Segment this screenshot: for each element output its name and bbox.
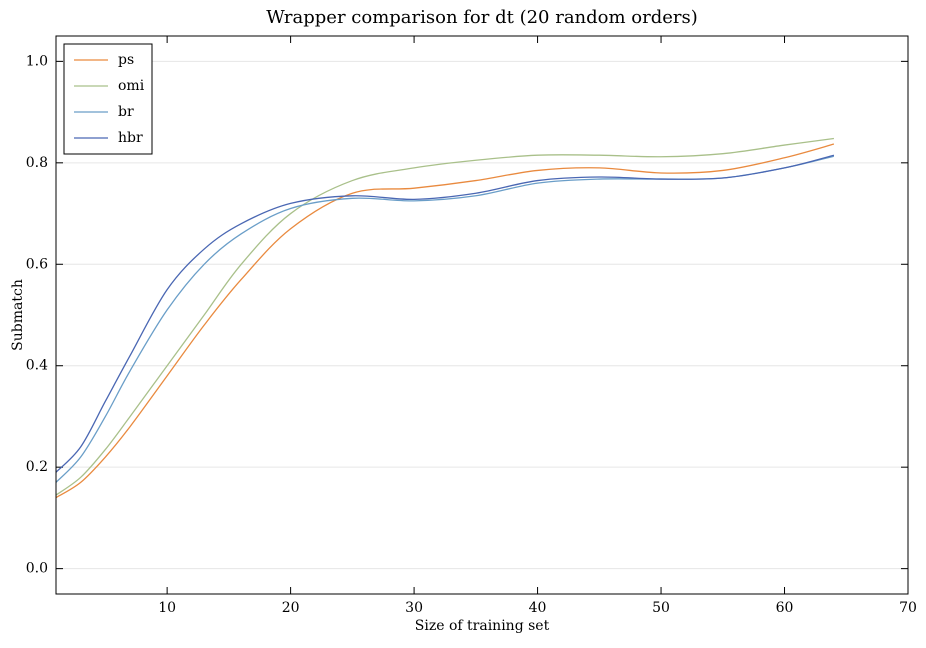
x-tick-label: 50 [652,600,670,616]
y-axis-label: Submatch [10,279,26,351]
x-tick-label: 60 [776,600,794,616]
legend-box [63,43,153,155]
plot-frame [55,35,909,595]
x-tick-label: 30 [405,600,423,616]
y-tick-label: 1.0 [26,53,48,69]
series-line [55,137,834,496]
chart-title: Wrapper comparison for dt (20 random ord… [266,7,698,28]
series-line [55,143,835,499]
x-tick-label: 70 [899,600,917,616]
x-tick-label: 20 [282,600,300,616]
legend-label: br [118,104,134,120]
x-axis-label: Size of training set [415,618,550,634]
legend-label: hbr [118,130,143,146]
y-tick-label: 0.4 [26,358,48,374]
y-tick-label: 0.0 [26,561,48,577]
x-tick-label: 10 [158,600,176,616]
y-tick-label: 0.6 [26,256,48,272]
legend-label: ps [118,52,134,68]
y-tick-label: 0.2 [26,459,48,475]
y-tick-label: 0.8 [26,155,48,171]
legend-label: omi [118,78,145,94]
series-line [55,155,835,483]
x-tick-label: 40 [529,600,547,616]
series-line [55,154,835,473]
